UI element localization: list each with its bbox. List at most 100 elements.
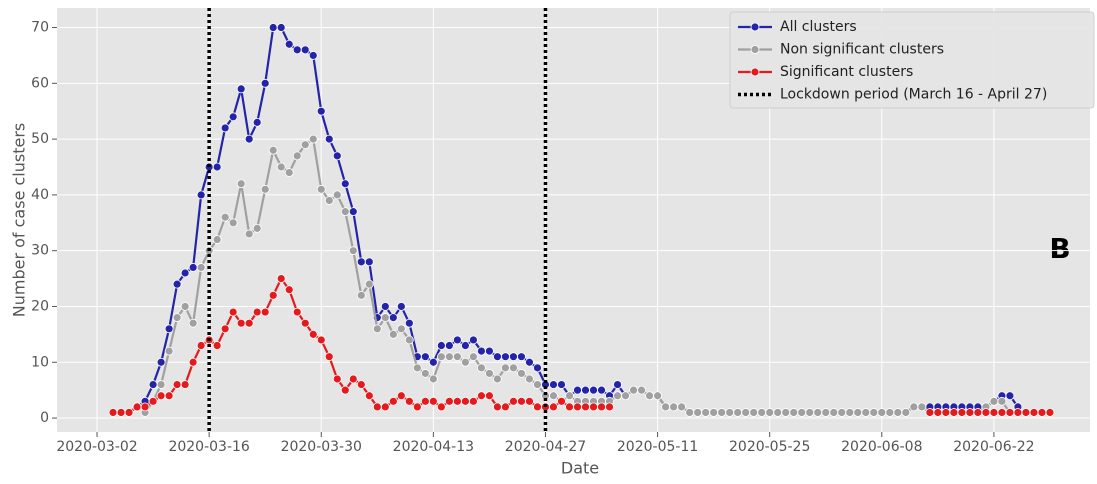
series-marker [388, 329, 398, 339]
series-marker [244, 318, 254, 328]
series-marker [485, 391, 494, 401]
series-marker [813, 408, 823, 417]
series-marker [260, 184, 270, 194]
series-marker [613, 391, 622, 401]
series-marker [372, 402, 382, 412]
series-marker [493, 402, 502, 412]
series-marker [332, 190, 342, 200]
series-marker [444, 352, 454, 362]
series-marker [877, 408, 887, 417]
series-marker [469, 352, 478, 362]
series-marker [340, 179, 350, 189]
series-marker [236, 318, 246, 328]
series-marker [709, 408, 719, 417]
series-marker [485, 346, 494, 356]
series-marker [444, 396, 454, 406]
y-tick-label: 70 [31, 20, 49, 36]
series-marker [749, 408, 759, 417]
series-marker [460, 357, 470, 367]
series-marker [893, 408, 903, 417]
series-marker [452, 335, 462, 345]
series-marker [1005, 391, 1015, 401]
series-marker [725, 408, 735, 417]
series-marker [1037, 408, 1047, 417]
series-marker [981, 408, 991, 417]
series-marker [188, 318, 198, 328]
series-marker [156, 357, 166, 367]
series-marker [565, 402, 574, 412]
series-marker [428, 396, 438, 406]
series-marker [989, 396, 999, 406]
series-marker [212, 235, 222, 244]
series-marker [124, 408, 134, 417]
series-marker [348, 374, 358, 384]
series-marker [284, 168, 294, 177]
series-marker [581, 385, 590, 395]
series-marker [156, 391, 166, 401]
y-axis-label: Number of case clusters [10, 123, 29, 317]
legend-label: Lockdown period (March 16 - April 27) [780, 87, 1047, 103]
series-marker [493, 352, 502, 362]
y-tick-label: 40 [31, 187, 49, 203]
series-marker [837, 408, 847, 417]
series-marker [212, 162, 222, 172]
series-marker [861, 408, 871, 417]
series-marker [244, 229, 254, 239]
series-marker [396, 324, 406, 334]
y-tick-label: 60 [31, 75, 49, 91]
series-marker [164, 324, 174, 334]
series-marker [180, 302, 190, 311]
series-marker [525, 396, 534, 406]
legend-swatch-marker [750, 67, 760, 77]
series-marker [941, 408, 951, 417]
legend-label: All clusters [780, 19, 857, 35]
series-marker [276, 274, 286, 283]
series-marker [933, 408, 943, 417]
series-marker [589, 402, 598, 412]
series-marker [677, 402, 687, 412]
series-marker [252, 223, 262, 233]
series-marker [469, 396, 478, 406]
series-marker [645, 391, 654, 401]
series-marker [380, 402, 390, 412]
series-marker [613, 380, 622, 389]
series-marker [180, 268, 190, 278]
series-marker [428, 374, 438, 384]
series-marker [701, 408, 711, 417]
series-marker [220, 123, 230, 133]
series-marker [693, 408, 703, 417]
series-marker [404, 318, 414, 328]
x-tick-label: 2020-03-30 [281, 439, 362, 455]
series-marker [284, 39, 294, 49]
series-marker [773, 408, 783, 417]
series-marker [477, 391, 486, 401]
series-marker [901, 408, 911, 417]
series-marker [364, 391, 374, 401]
series-marker [420, 352, 430, 362]
series-marker [829, 408, 839, 417]
series-marker [404, 396, 414, 406]
series-marker [316, 184, 326, 194]
series-marker [348, 246, 358, 256]
series-marker [196, 341, 206, 350]
series-marker [973, 408, 983, 417]
series-marker [220, 212, 230, 222]
series-marker [332, 151, 342, 161]
series-marker [637, 385, 646, 395]
x-tick-label: 2020-03-02 [56, 439, 137, 455]
series-marker [1029, 408, 1039, 417]
x-tick-label: 2020-06-22 [953, 439, 1034, 455]
series-marker [396, 302, 406, 311]
series-marker [356, 380, 366, 389]
series-marker [292, 45, 302, 55]
series-marker [308, 329, 318, 339]
series-marker [164, 391, 174, 401]
series-marker [853, 408, 863, 417]
series-marker [420, 396, 430, 406]
series-marker [252, 307, 262, 317]
series-marker [228, 112, 238, 122]
series-marker [549, 380, 558, 389]
series-marker [509, 363, 518, 373]
series-marker [533, 363, 542, 373]
